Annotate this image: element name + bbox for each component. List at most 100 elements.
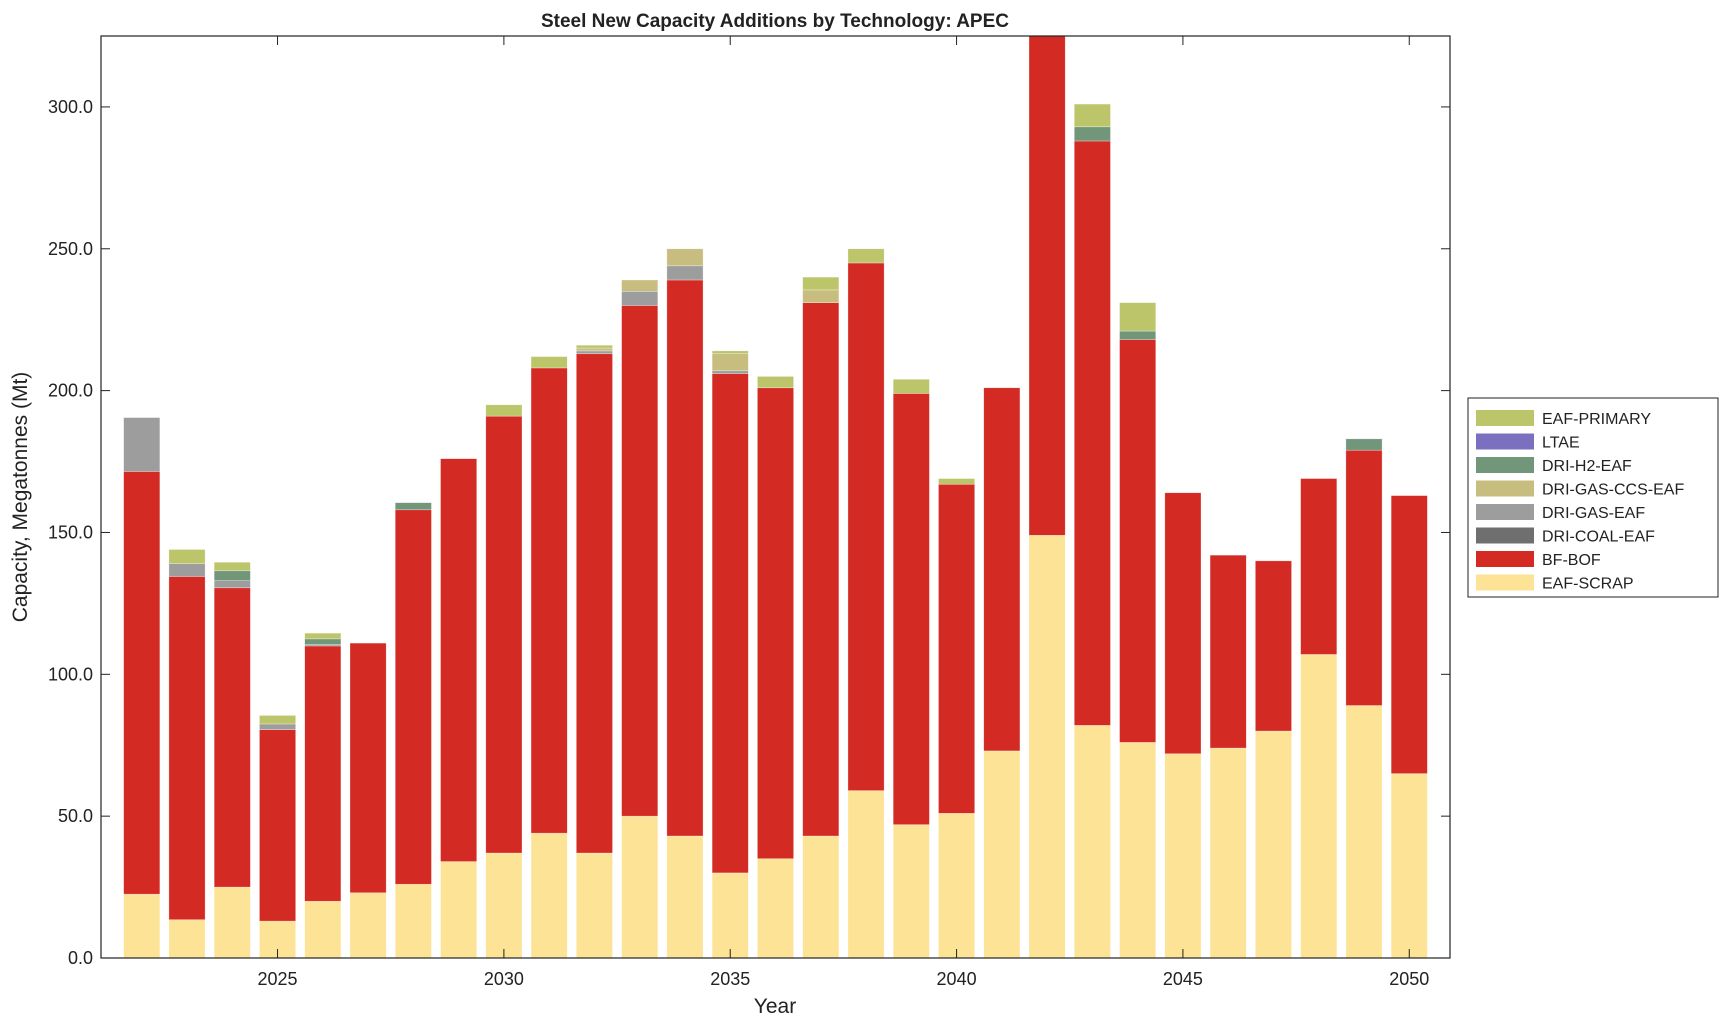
bar-eaf-scrap-2035	[711, 872, 749, 958]
bar-eaf-scrap-2036	[757, 858, 794, 958]
bar-dri-h2-eaf-2026	[304, 638, 342, 645]
bar-eaf-scrap-2027	[349, 892, 387, 958]
x-axis: 2025 2030 2035 2040 2045 2050	[258, 36, 1429, 989]
legend-label: DRI-GAS-EAF	[1542, 505, 1645, 522]
bar-eaf-scrap-2047	[1255, 730, 1292, 958]
bar-eaf-scrap-2048	[1300, 654, 1338, 958]
bar-eaf-scrap-2044	[1119, 742, 1157, 958]
bar-eaf-scrap-2030	[485, 852, 523, 958]
y-tick-label: 50.0	[58, 806, 93, 826]
bar-bf-bof-2039	[892, 393, 930, 825]
bar-bf-bof-2032	[576, 353, 613, 854]
bar-eaf-scrap-2039	[892, 824, 930, 958]
bar-eaf-scrap-2037	[802, 835, 840, 958]
bar-bf-bof-2041	[983, 387, 1021, 752]
bar-eaf-scrap-2023	[168, 919, 206, 958]
bar-eaf-primary-2043	[1073, 103, 1111, 128]
bar-dri-h2-eaf-2049	[1345, 438, 1383, 451]
bar-dri-gas-ccs-eaf-2035	[711, 353, 749, 372]
legend-label: EAF-PRIMARY	[1542, 411, 1651, 428]
bar-bf-bof-2024	[213, 587, 251, 888]
bar-dri-gas-ccs-eaf-2032	[576, 347, 613, 352]
bar-bf-bof-2028	[394, 509, 432, 885]
bar-bf-bof-2036	[757, 387, 794, 860]
bar-eaf-primary-2032	[576, 344, 613, 349]
bar-eaf-scrap-2022	[123, 893, 161, 958]
bar-eaf-primary-2038	[847, 248, 885, 264]
bar-bf-bof-2037	[802, 302, 840, 837]
bar-dri-h2-eaf-2028	[394, 502, 432, 511]
bar-eaf-scrap-2028	[394, 883, 432, 958]
bar-bf-bof-2031	[530, 367, 568, 834]
legend-swatch-dri-gas-ccs-eaf	[1476, 480, 1534, 497]
x-tick-label: 2045	[1163, 969, 1203, 989]
bar-bf-bof-2050	[1390, 495, 1428, 774]
bar-eaf-primary-2044	[1119, 302, 1157, 332]
bar-eaf-scrap-2043	[1073, 725, 1111, 958]
bar-bf-bof-2045	[1164, 492, 1202, 755]
bar-bf-bof-2034	[666, 279, 704, 837]
legend: EAF-PRIMARY LTAE DRI-H2-EAF DRI-GAS-CCS-EAF…	[1467, 397, 1719, 598]
x-tick-label: 2050	[1389, 969, 1429, 989]
bar-dri-h2-eaf-2044	[1119, 330, 1157, 340]
legend-swatch-eaf-scrap	[1476, 574, 1534, 591]
bar-dri-h2-eaf-2043	[1073, 126, 1111, 142]
bar-bf-bof-2026	[304, 645, 342, 902]
bar-dri-gas-eaf-2035	[711, 370, 749, 374]
bars-layer	[123, 36, 1428, 958]
bar-bf-bof-2049	[1345, 449, 1383, 706]
y-axis-label: Capacity, Megatonnes (Mt)	[9, 372, 32, 623]
x-tick-label: 2025	[258, 969, 298, 989]
bar-bf-bof-2048	[1300, 478, 1338, 655]
bar-eaf-scrap-2024	[213, 886, 251, 958]
bar-bf-bof-2047	[1255, 560, 1292, 732]
bar-eaf-primary-2026	[304, 632, 342, 640]
bar-dri-gas-eaf-2022	[123, 417, 161, 472]
bar-eaf-primary-2037	[802, 276, 840, 291]
y-tick-label: 100.0	[48, 664, 93, 684]
bar-eaf-primary-2023	[168, 549, 206, 564]
y-tick-label: 200.0	[48, 381, 93, 401]
bar-dri-h2-eaf-2024	[213, 570, 251, 581]
bar-eaf-scrap-2032	[576, 852, 613, 958]
chart-title: Steel New Capacity Additions by Technolo…	[541, 11, 1009, 32]
bar-eaf-scrap-2049	[1345, 705, 1383, 958]
bar-eaf-primary-2024	[213, 561, 251, 572]
bar-eaf-primary-2030	[485, 404, 523, 417]
bar-dri-gas-eaf-2025	[259, 723, 296, 730]
bar-bf-bof-2035	[711, 373, 749, 874]
bar-bf-bof-2044	[1119, 339, 1157, 743]
x-axis-label: Year	[754, 995, 796, 1018]
bar-eaf-scrap-2046	[1209, 747, 1247, 958]
bar-eaf-scrap-2026	[304, 900, 342, 958]
bar-eaf-primary-2031	[530, 356, 568, 369]
bar-dri-gas-eaf-2034	[666, 265, 704, 281]
bar-eaf-scrap-2038	[847, 790, 885, 958]
bar-eaf-scrap-2029	[440, 861, 478, 958]
bar-dri-gas-eaf-2032	[576, 350, 613, 355]
y-tick-label: 150.0	[48, 522, 93, 542]
bar-dri-gas-eaf-2033	[621, 291, 659, 306]
bar-bf-bof-2033	[621, 305, 659, 817]
y-tick-label: 0.0	[68, 948, 93, 968]
bar-bf-bof-2029	[440, 458, 478, 862]
bar-eaf-scrap-2033	[621, 815, 659, 958]
legend-swatch-dri-coal-eaf	[1476, 527, 1534, 544]
legend-label: DRI-GAS-CCS-EAF	[1542, 482, 1684, 499]
bar-bf-bof-2042	[1028, 36, 1066, 536]
bar-dri-gas-ccs-eaf-2037	[802, 289, 840, 303]
bar-eaf-scrap-2031	[530, 832, 568, 958]
legend-label: EAF-SCRAP	[1542, 576, 1634, 593]
bar-eaf-primary-2025	[259, 715, 296, 725]
legend-swatch-dri-h2-eaf	[1476, 457, 1534, 473]
legend-swatch-dri-gas-eaf	[1476, 504, 1534, 520]
bar-eaf-primary-2036	[757, 376, 794, 389]
legend-label: DRI-H2-EAF	[1542, 458, 1632, 475]
bar-bf-bof-2022	[123, 471, 161, 895]
y-tick-label: 300.0	[48, 97, 93, 117]
plot-frame	[100, 35, 1451, 959]
bar-dri-gas-ccs-eaf-2034	[666, 248, 704, 267]
bar-eaf-scrap-2041	[983, 750, 1021, 958]
bar-eaf-primary-2040	[938, 478, 975, 485]
